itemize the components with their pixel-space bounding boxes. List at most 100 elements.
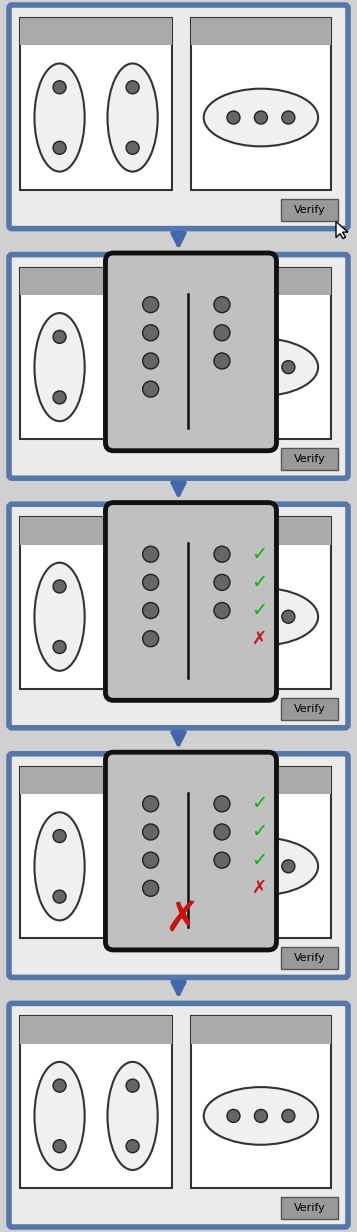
Bar — [20, 1016, 172, 1188]
FancyBboxPatch shape — [9, 504, 348, 728]
Ellipse shape — [35, 812, 85, 920]
Ellipse shape — [204, 588, 318, 646]
Ellipse shape — [35, 563, 85, 670]
Circle shape — [143, 325, 159, 341]
Ellipse shape — [107, 1062, 158, 1170]
Circle shape — [143, 796, 159, 812]
Bar — [191, 517, 331, 545]
Circle shape — [227, 610, 240, 623]
Bar — [191, 1016, 331, 1044]
Text: ✓: ✓ — [251, 850, 267, 870]
Circle shape — [214, 325, 230, 341]
Bar — [20, 517, 172, 545]
Circle shape — [143, 381, 159, 397]
Circle shape — [143, 881, 159, 897]
Bar — [20, 766, 172, 939]
FancyBboxPatch shape — [281, 1198, 338, 1218]
FancyBboxPatch shape — [105, 753, 276, 950]
Circle shape — [143, 824, 159, 840]
Text: Verify: Verify — [293, 954, 325, 963]
Circle shape — [227, 111, 240, 124]
Ellipse shape — [107, 563, 158, 670]
Bar — [191, 766, 331, 795]
FancyBboxPatch shape — [9, 255, 348, 478]
Circle shape — [214, 824, 230, 840]
Circle shape — [255, 111, 267, 124]
FancyBboxPatch shape — [281, 947, 338, 970]
Ellipse shape — [204, 838, 318, 896]
Circle shape — [227, 361, 240, 373]
Circle shape — [53, 580, 66, 593]
Circle shape — [53, 641, 66, 653]
Circle shape — [126, 391, 139, 404]
Text: ✓: ✓ — [251, 823, 267, 841]
Ellipse shape — [107, 64, 158, 171]
Circle shape — [227, 1110, 240, 1122]
Text: ✗: ✗ — [252, 630, 267, 648]
FancyBboxPatch shape — [281, 697, 338, 719]
Ellipse shape — [35, 1062, 85, 1170]
Circle shape — [282, 1110, 295, 1122]
Circle shape — [143, 546, 159, 562]
Circle shape — [282, 361, 295, 373]
Circle shape — [214, 796, 230, 812]
Ellipse shape — [107, 812, 158, 920]
Circle shape — [255, 610, 267, 623]
Ellipse shape — [204, 89, 318, 147]
Circle shape — [143, 297, 159, 313]
Bar — [20, 517, 172, 689]
Circle shape — [53, 890, 66, 903]
Text: Verify: Verify — [293, 455, 325, 464]
Bar — [191, 1016, 331, 1188]
Circle shape — [143, 853, 159, 869]
Circle shape — [214, 546, 230, 562]
FancyBboxPatch shape — [281, 448, 338, 471]
Circle shape — [53, 1079, 66, 1092]
Text: ✗: ✗ — [252, 880, 267, 897]
Bar — [20, 18, 172, 190]
Circle shape — [214, 297, 230, 313]
Bar — [191, 18, 331, 46]
Ellipse shape — [204, 339, 318, 395]
Ellipse shape — [35, 64, 85, 171]
Text: ✗: ✗ — [164, 899, 199, 941]
Bar — [191, 517, 331, 689]
Text: ✓: ✓ — [251, 573, 267, 591]
Bar — [20, 766, 172, 795]
Text: Verify: Verify — [293, 703, 325, 713]
FancyBboxPatch shape — [105, 503, 276, 700]
Circle shape — [255, 361, 267, 373]
Circle shape — [126, 641, 139, 653]
Circle shape — [126, 330, 139, 344]
Circle shape — [227, 860, 240, 872]
Text: ✓: ✓ — [251, 601, 267, 620]
Polygon shape — [336, 222, 348, 239]
Bar — [191, 267, 331, 294]
Ellipse shape — [107, 313, 158, 421]
Circle shape — [53, 81, 66, 94]
Bar — [191, 18, 331, 190]
Circle shape — [143, 631, 159, 647]
Circle shape — [255, 1110, 267, 1122]
Circle shape — [282, 610, 295, 623]
Circle shape — [214, 574, 230, 590]
Bar — [191, 267, 331, 439]
Circle shape — [143, 574, 159, 590]
Text: ✓: ✓ — [251, 545, 267, 564]
Circle shape — [126, 142, 139, 154]
Bar — [191, 766, 331, 939]
Circle shape — [214, 352, 230, 368]
Circle shape — [53, 391, 66, 404]
Circle shape — [255, 860, 267, 872]
Text: Verify: Verify — [293, 205, 325, 214]
Circle shape — [143, 352, 159, 368]
Circle shape — [53, 142, 66, 154]
Circle shape — [126, 1140, 139, 1153]
Circle shape — [214, 853, 230, 869]
Circle shape — [53, 829, 66, 843]
Circle shape — [53, 330, 66, 344]
Text: ✓: ✓ — [251, 795, 267, 813]
Bar — [20, 267, 172, 439]
Bar — [20, 18, 172, 46]
Text: Verify: Verify — [293, 1202, 325, 1214]
